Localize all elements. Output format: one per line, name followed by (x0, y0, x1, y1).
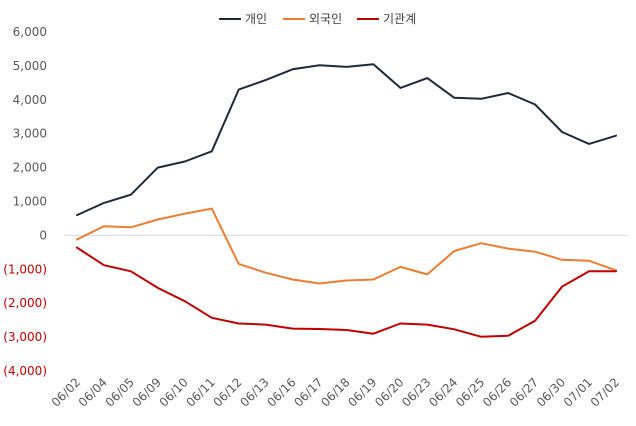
x-axis: 06/0206/0406/0506/0906/1006/1106/1206/13… (49, 375, 622, 409)
series-line-1 (76, 63, 617, 217)
x-tick-label: 06/20 (372, 375, 406, 409)
y-tick-label: 4,000 (13, 93, 47, 107)
x-tick-label: 06/17 (291, 375, 325, 409)
y-tick-label: 3,000 (13, 127, 47, 141)
x-tick-label: 06/24 (426, 375, 460, 409)
y-tick-label: (4,000) (3, 364, 47, 378)
x-tick-label: 06/02 (49, 375, 83, 409)
series-line-2 (76, 207, 617, 285)
legend-label: 외국인 (309, 12, 342, 26)
x-tick-label: 06/09 (130, 375, 164, 409)
legend-item-3: 기관계 (357, 12, 416, 26)
series-layer (76, 63, 617, 338)
x-tick-label: 06/11 (184, 375, 218, 409)
x-tick-label: 07/02 (588, 375, 622, 409)
x-tick-label: 06/05 (103, 375, 137, 409)
x-tick-label: 06/23 (399, 375, 433, 409)
x-tick-label: 06/10 (157, 375, 191, 409)
x-tick-label: 06/26 (480, 375, 514, 409)
legend-label: 기관계 (383, 12, 416, 26)
y-tick-label: 1,000 (13, 195, 47, 209)
legend-item-1: 개인 (219, 12, 267, 26)
series-line-3 (76, 246, 617, 338)
y-tick-label: 6,000 (13, 25, 47, 39)
y-tick-label: (3,000) (3, 330, 47, 344)
x-tick-label: 06/30 (534, 375, 568, 409)
y-tick-label: 5,000 (13, 59, 47, 73)
x-tick-label: 06/16 (264, 375, 298, 409)
x-tick-label: 06/19 (345, 375, 379, 409)
y-axis: 6,000 5,000 4,000 3,000 2,000 1,000 0 (1,000) (2… (3, 25, 47, 378)
x-tick-label: 06/04 (76, 375, 110, 409)
x-tick-label: 06/25 (453, 375, 487, 409)
x-tick-label: 06/12 (210, 375, 244, 409)
x-tick-label: 06/13 (237, 375, 271, 409)
y-tick-label: (2,000) (3, 296, 47, 310)
legend: 개인 외국인 기관계 (219, 12, 416, 26)
x-tick-label: 06/18 (318, 375, 352, 409)
x-tick-label: 06/27 (507, 375, 541, 409)
y-tick-label: 0 (39, 228, 47, 242)
x-tick-label: 07/01 (561, 375, 595, 409)
y-tick-label: 2,000 (13, 161, 47, 175)
y-tick-label: (1,000) (3, 262, 47, 276)
legend-item-2: 외국인 (283, 12, 342, 26)
legend-label: 개인 (245, 12, 267, 26)
